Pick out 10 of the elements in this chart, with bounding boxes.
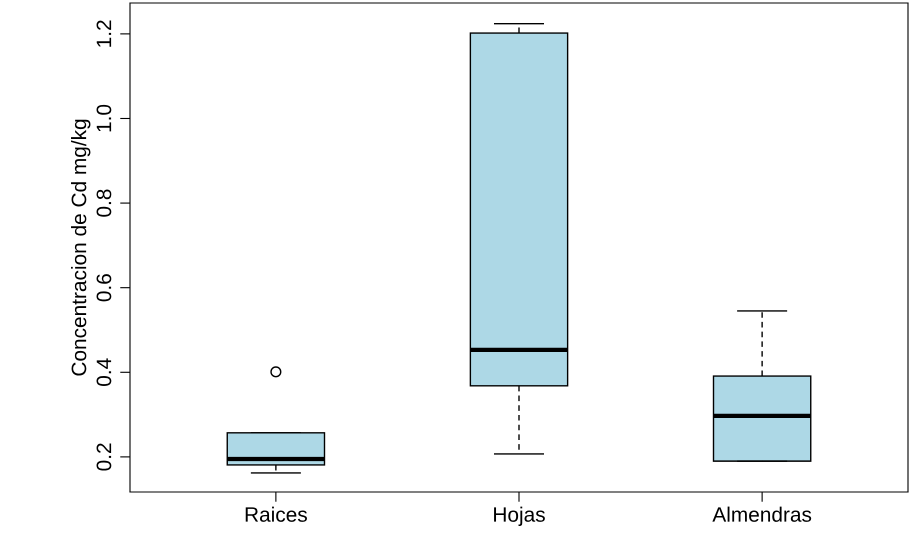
x-tick-label: Almendras <box>712 506 812 522</box>
y-tick-label: 0.6 <box>96 274 112 302</box>
x-tick-label: Hojas <box>494 506 545 526</box>
y-tick-label: 0.8 <box>96 190 112 217</box>
y-tick-label: 1.0 <box>96 104 112 132</box>
y-axis-title: Concentracion de Cd mg/kg <box>71 120 90 376</box>
y-tick-label: 1.2 <box>96 20 112 47</box>
y-tick-label: 0.2 <box>96 443 112 471</box>
y-tick-label: 0.4 <box>96 358 112 386</box>
x-tick-label: Raices <box>246 506 307 522</box>
